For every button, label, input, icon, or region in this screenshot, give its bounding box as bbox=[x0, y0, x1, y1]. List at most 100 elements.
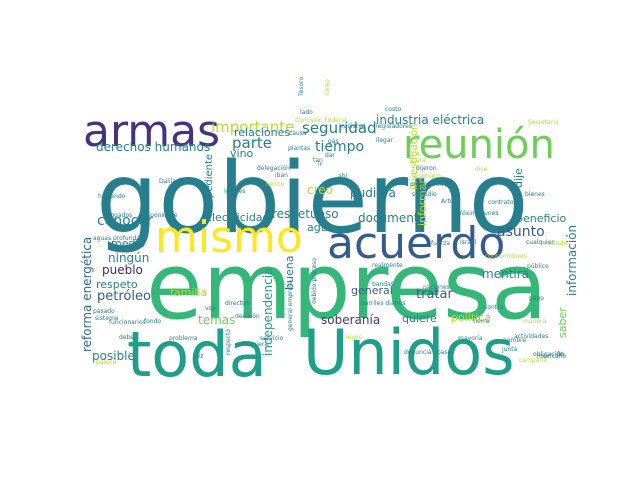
cloud-word: base bbox=[437, 349, 452, 356]
cloud-word: iguales bbox=[224, 188, 245, 195]
cloud-word: información bbox=[565, 225, 579, 296]
cloud-word: conocer bbox=[97, 213, 153, 229]
cloud-word: lado bbox=[300, 109, 313, 116]
cloud-word: causa bbox=[289, 130, 307, 137]
cloud-word: delegación bbox=[257, 165, 290, 172]
cloud-word: Israel bbox=[460, 239, 477, 246]
cloud-word: agua bbox=[307, 221, 334, 234]
cloud-word: temas bbox=[198, 313, 235, 327]
cloud-word: reunión bbox=[403, 122, 555, 168]
cloud-word: sistema bbox=[95, 315, 119, 322]
cloud-word: nacional bbox=[340, 123, 366, 130]
cloud-word: gobierno bbox=[96, 142, 529, 256]
cloud-word: tan bbox=[313, 157, 323, 164]
cloud-word: mexicano bbox=[537, 353, 566, 360]
cloud-word: campaña bbox=[519, 357, 547, 364]
cloud-word: informar bbox=[416, 179, 429, 226]
cloud-word: realmente bbox=[372, 262, 403, 269]
cloud-word: legisladores bbox=[376, 123, 412, 130]
cloud-word: próximo lunes bbox=[456, 210, 498, 217]
cloud-word: Electricidad bbox=[205, 211, 270, 224]
cloud-word: pago bbox=[529, 295, 544, 302]
cloud-word: extranjera bbox=[237, 341, 268, 348]
cloud-word: reforma energética bbox=[80, 237, 94, 352]
cloud-word: voy bbox=[205, 305, 216, 312]
cloud-word: parece bbox=[96, 359, 117, 366]
cloud-word: petróleo bbox=[97, 289, 151, 304]
cloud-word: abogados bbox=[103, 212, 132, 219]
cloud-word: Unidos bbox=[303, 316, 515, 389]
cloud-word: Arturo bbox=[441, 198, 460, 205]
cloud-word: naciones bbox=[423, 284, 450, 291]
cloud-word: ahí bbox=[338, 173, 347, 180]
cloud-word: Secretaría bbox=[528, 119, 559, 126]
cloud-word: consumidores bbox=[485, 253, 527, 260]
cloud-word: denuncia bbox=[404, 349, 432, 356]
cloud-word: obligación bbox=[533, 351, 564, 358]
cloud-word: nombre bbox=[503, 337, 526, 344]
cloud-word: contratos bbox=[488, 199, 516, 206]
cloud-word: bienes bbox=[525, 191, 545, 198]
cloud-word: posible bbox=[92, 349, 135, 363]
cloud-word: decisión bbox=[235, 313, 260, 320]
cloud-word: haciendo bbox=[98, 193, 126, 200]
cloud-word: iban bbox=[275, 172, 288, 179]
cloud-word: independencia bbox=[261, 268, 275, 356]
cloud-word: debido proceso bbox=[311, 258, 318, 304]
cloud-word: mentira bbox=[482, 267, 529, 281]
cloud-word: investigación bbox=[408, 124, 420, 190]
cloud-word: bandas bbox=[372, 281, 394, 288]
cloud-word: quiere bbox=[402, 312, 437, 325]
cloud-word: ir bbox=[318, 161, 323, 168]
cloud-word: barriles diarios bbox=[361, 300, 405, 307]
cloud-word: fuera bbox=[410, 157, 426, 164]
cloud-word: mayoría bbox=[458, 335, 483, 342]
cloud-word: respeto bbox=[96, 278, 138, 291]
cloud-word: toda bbox=[127, 318, 267, 391]
cloud-word: responsable bbox=[141, 212, 178, 219]
cloud-word: fondo bbox=[144, 318, 161, 325]
cloud-word: torno bbox=[324, 79, 331, 95]
cloud-word: política bbox=[451, 311, 491, 324]
cloud-word: armas bbox=[83, 106, 220, 157]
cloud-word: saber bbox=[556, 307, 569, 338]
cloud-word: seguridad bbox=[302, 119, 377, 137]
cloud-word: servicio bbox=[260, 335, 283, 342]
cloud-word: tiempo bbox=[315, 139, 364, 155]
cloud-word: pueblo bbox=[102, 263, 143, 277]
cloud-word: ningún bbox=[108, 251, 149, 265]
cloud-word: actividades bbox=[514, 333, 548, 340]
cloud-word: ingeniero bbox=[413, 173, 441, 180]
cloud-word: acuerdo bbox=[327, 218, 505, 269]
cloud-word: Dalila bbox=[159, 178, 176, 185]
cloud-word: general empresa bbox=[287, 280, 294, 331]
cloud-word: asunto bbox=[497, 224, 545, 240]
cloud-word: soberanía bbox=[321, 313, 380, 327]
cloud-word: subsidio bbox=[412, 191, 437, 198]
cloud-word: general bbox=[351, 284, 393, 297]
cloud-word: Comisión Federal bbox=[295, 117, 347, 124]
cloud-word: Tesoro bbox=[298, 77, 305, 97]
cloud-word: creo bbox=[307, 183, 333, 197]
cloud-word: funcionarios bbox=[109, 319, 146, 326]
cloud-word: expediente bbox=[204, 154, 215, 210]
cloud-word: industria eléctrica bbox=[376, 113, 484, 127]
cloud-word: dice bbox=[475, 166, 488, 173]
cloud-word: directos bbox=[225, 300, 249, 307]
cloud-word: estado bbox=[547, 240, 568, 247]
cloud-word: vez bbox=[193, 353, 203, 360]
cloud-word: empresa bbox=[146, 233, 547, 340]
cloud-word: respetuoso bbox=[272, 207, 339, 221]
cloud-word: plantas bbox=[288, 145, 310, 152]
cloud-word: tratar bbox=[416, 287, 453, 302]
cloud-word: junta bbox=[501, 346, 518, 353]
cloud-word: cualquier bbox=[526, 239, 554, 246]
cloud-word: pasado bbox=[93, 308, 115, 315]
cloud-word: beneficio bbox=[516, 212, 567, 225]
cloud-word: llegar bbox=[376, 137, 394, 144]
cloud-word: tierra bbox=[473, 318, 490, 325]
cloud-word: contra bbox=[484, 304, 504, 311]
cloud-word: mismo bbox=[155, 212, 303, 263]
cloud-word: documento bbox=[358, 211, 426, 225]
